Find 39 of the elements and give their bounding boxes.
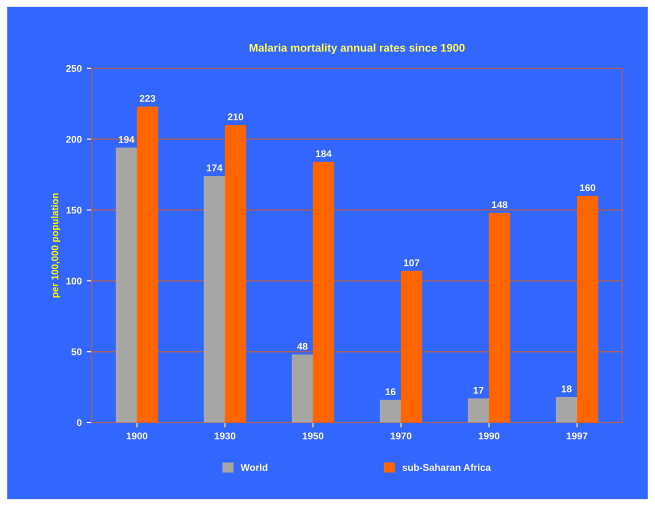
x-tick-label: 1990 bbox=[478, 432, 500, 440]
y-tick-label: 100 bbox=[66, 278, 82, 284]
y-tick-label: 200 bbox=[66, 136, 82, 143]
data-label: 107 bbox=[404, 259, 420, 266]
data-label: 16 bbox=[386, 388, 396, 396]
bar bbox=[292, 354, 313, 423]
chart-title: Malaria mortality annual rates since 1900 bbox=[250, 44, 465, 54]
bar bbox=[556, 397, 578, 423]
bar bbox=[400, 270, 422, 423]
data-label: 174 bbox=[206, 164, 222, 172]
y-tick-label: 50 bbox=[71, 348, 82, 356]
data-label: 223 bbox=[140, 94, 156, 102]
data-label: 17 bbox=[474, 386, 484, 394]
legend-label: sub-Saharan Africa bbox=[402, 464, 491, 471]
data-label: 184 bbox=[316, 150, 332, 158]
x-tick-label: 1900 bbox=[126, 432, 148, 440]
bar bbox=[116, 148, 137, 423]
bar bbox=[468, 398, 489, 423]
x-tick-label: 1950 bbox=[302, 432, 324, 440]
data-label: 210 bbox=[228, 113, 244, 120]
bar bbox=[488, 212, 510, 423]
y-tick-label: 250 bbox=[66, 65, 82, 72]
data-label: 160 bbox=[580, 184, 596, 192]
data-label: 148 bbox=[492, 201, 508, 208]
bar bbox=[136, 106, 158, 423]
data-label: 18 bbox=[562, 385, 572, 392]
data-label: 48 bbox=[297, 342, 308, 350]
bar bbox=[312, 162, 334, 423]
x-tick-label: 1970 bbox=[390, 432, 412, 440]
y-tick-label: 150 bbox=[66, 206, 82, 214]
bar bbox=[380, 400, 401, 423]
x-tick-label: 1997 bbox=[566, 432, 588, 440]
bar bbox=[204, 176, 225, 423]
x-tick-label: 1930 bbox=[214, 432, 236, 440]
y-tick-label: 0 bbox=[76, 419, 82, 426]
bar bbox=[224, 124, 246, 423]
legend-label: World bbox=[240, 464, 268, 471]
bar bbox=[577, 196, 598, 423]
y-axis-title: per 100,000 population bbox=[51, 193, 60, 298]
